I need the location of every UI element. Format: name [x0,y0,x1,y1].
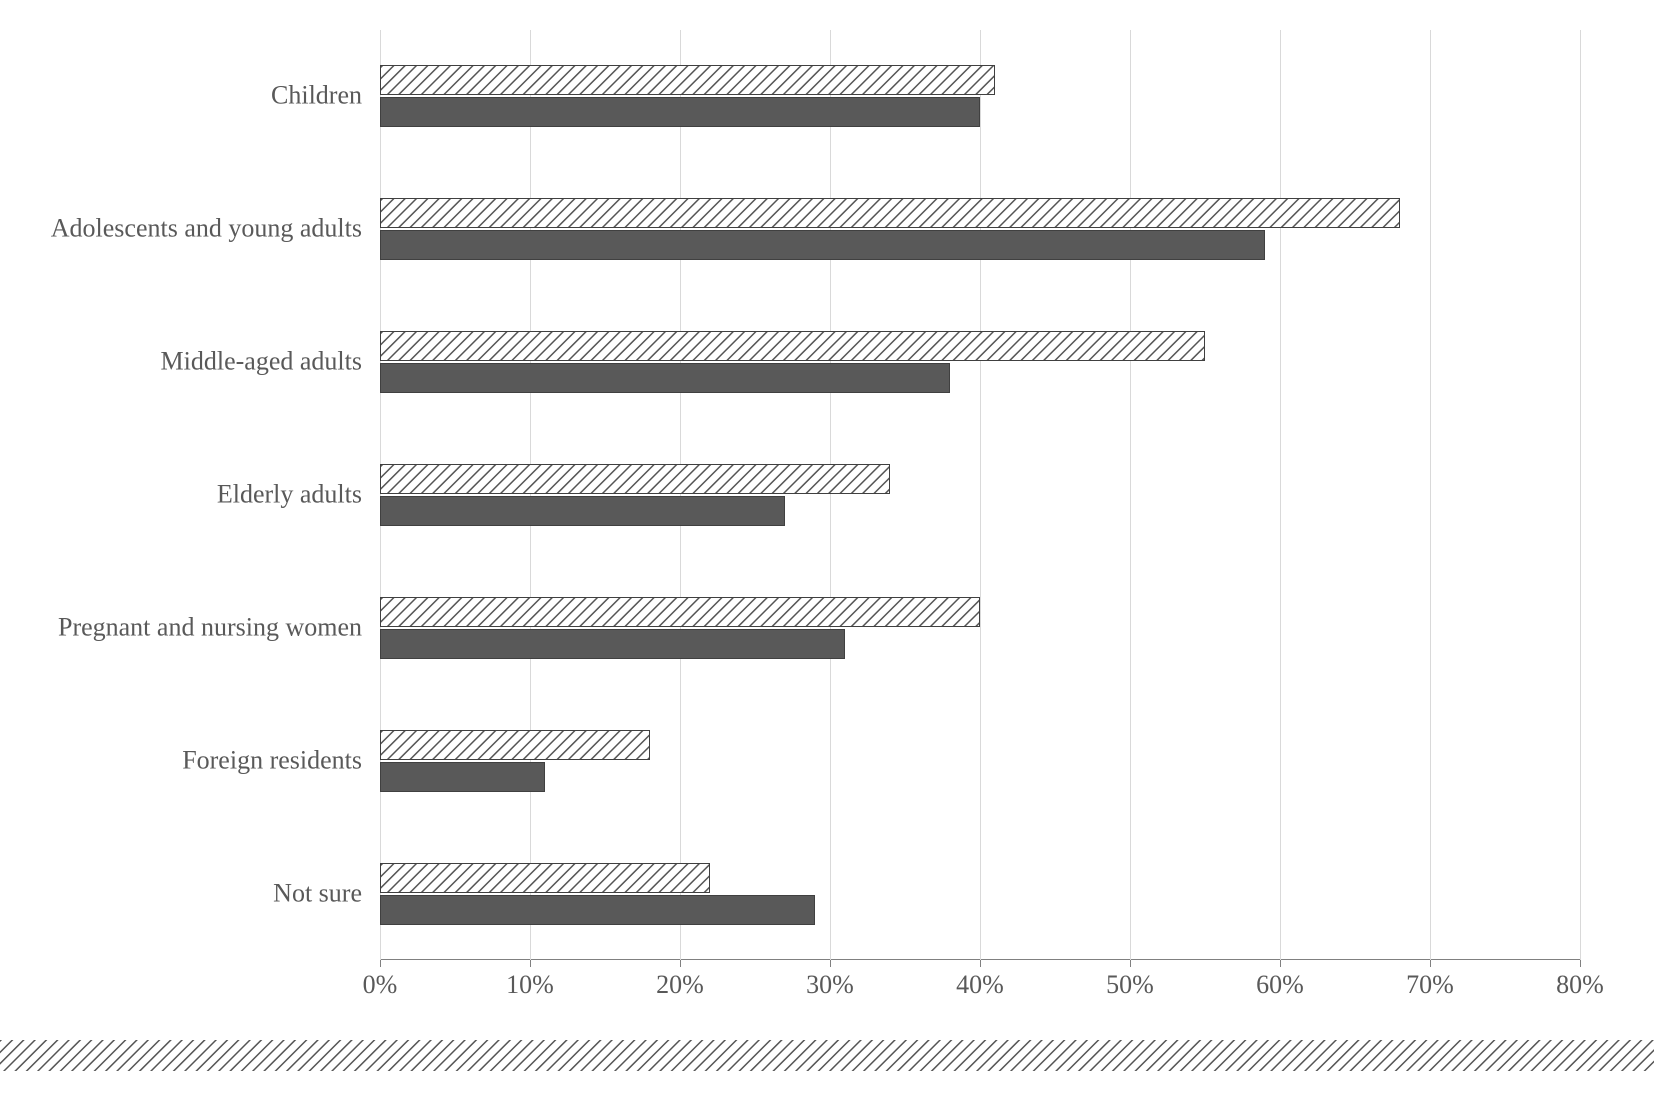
bar [380,597,980,627]
legend-item-depression: Patient with depression group [514,1040,850,1070]
x-axis-labels: 0%10%20%30%40%50%60%70%80% [380,970,1580,1010]
chart-container: Children Adolescents and young adults Midd… [0,0,1654,1108]
grid-line [1430,30,1431,960]
bar [380,331,1205,361]
bar [380,730,650,760]
bar [380,198,1400,228]
category-label: Middle-aged adults [0,348,370,377]
grid-line [380,30,381,960]
grid-line [980,30,981,960]
y-axis-labels: Children Adolescents and young adults Midd… [0,30,370,960]
grid-line [1130,30,1131,960]
bar [380,464,890,494]
bar [380,629,845,659]
legend-label: Patient with depression group [540,1040,850,1070]
bar [380,363,950,393]
bar [380,65,995,95]
category-label: Adolescents and young adults [0,215,370,244]
grid-line [680,30,681,960]
bar [380,863,710,893]
bar [380,762,545,792]
x-axis-tick-label: 40% [956,970,1004,1000]
x-tick [1280,960,1281,967]
category-label: Foreign residents [0,746,370,775]
x-axis-tick-label: 60% [1256,970,1304,1000]
bar [380,496,785,526]
grid-line [1280,30,1281,960]
x-axis-tick-label: 30% [806,970,854,1000]
legend: Patient with depression group Healthy su… [0,1040,1654,1071]
x-tick [1430,960,1431,967]
category-label: Pregnant and nursing women [0,614,370,643]
x-axis-tick-label: 80% [1556,970,1604,1000]
grid-line [530,30,531,960]
x-tick [980,960,981,967]
x-tick [380,960,381,967]
x-axis-tick-label: 10% [506,970,554,1000]
category-label: Not sure [0,879,370,908]
grid-line [830,30,831,960]
x-axis-tick-label: 70% [1406,970,1454,1000]
x-tick [680,960,681,967]
legend-swatch-solid [884,1046,902,1064]
legend-swatch-hatched [514,1046,532,1064]
x-tick [1130,960,1131,967]
bar [380,230,1265,260]
grid-line [1580,30,1581,960]
category-label: Children [0,82,370,111]
legend-label: Healthy subject group [910,1040,1140,1070]
plot-area [380,30,1580,960]
legend-item-healthy: Healthy subject group [884,1040,1140,1070]
x-axis-tick-label: 20% [656,970,704,1000]
x-tick [530,960,531,967]
bar [380,895,815,925]
x-axis-tick-label: 50% [1106,970,1154,1000]
x-tick [1580,960,1581,967]
x-tick [830,960,831,967]
x-axis-tick-label: 0% [363,970,398,1000]
category-label: Elderly adults [0,481,370,510]
bar [380,97,980,127]
